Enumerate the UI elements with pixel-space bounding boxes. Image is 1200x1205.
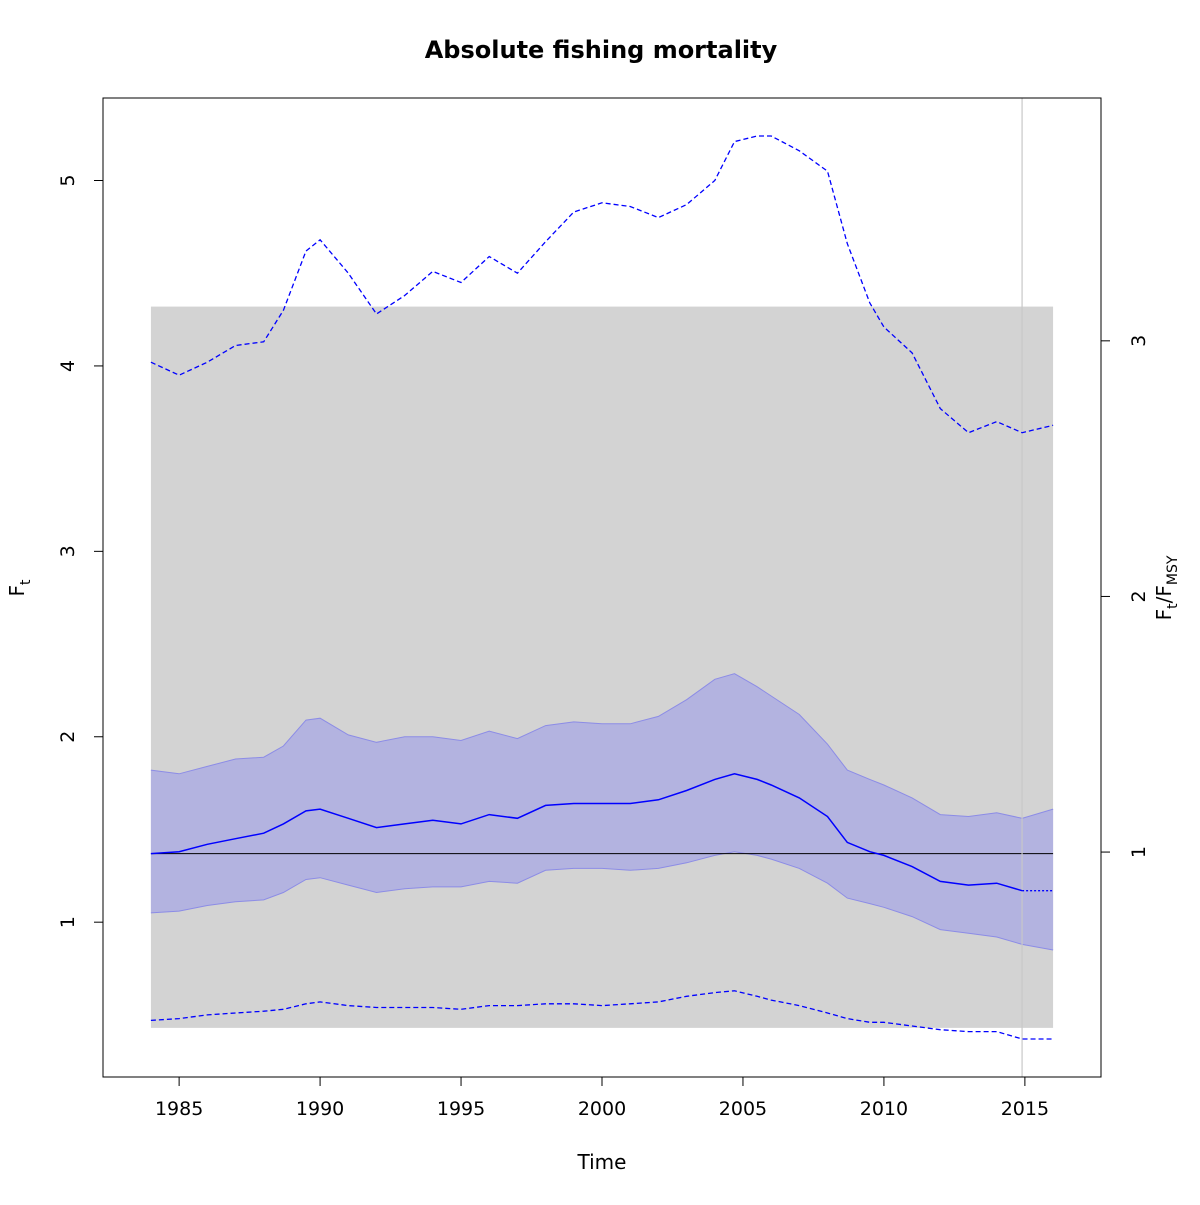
y-tick-label: 4: [57, 360, 79, 372]
y-axis-label-sub: t: [18, 579, 34, 585]
y2-axis-label: Ft/FMSY: [1152, 555, 1181, 620]
y-tick-label: 3: [57, 545, 79, 557]
y2-tick-label: 3: [1128, 335, 1150, 347]
ci-layer: [150, 673, 1054, 951]
estimate-line: [150, 773, 1023, 892]
ci-upper-edge: [150, 673, 1054, 819]
y2-tick-label: 1: [1128, 846, 1150, 858]
chart-title: Absolute fishing mortality: [425, 36, 778, 64]
lines-layer: [150, 98, 1054, 1077]
outer-lower-line: [150, 990, 1054, 1040]
x-tick-label: 2015: [1001, 1098, 1049, 1120]
x-tick-label: 2000: [578, 1098, 626, 1120]
y2-axis-label-base2: F: [1152, 585, 1176, 597]
y-tick-label: 1: [57, 916, 79, 928]
y2-axis-label-base1: F: [1152, 609, 1176, 621]
axes-layer: 1985 1990 1995 2000 2005 2010 2015 1 2 3 4 5 1 2 3: [57, 97, 1150, 1120]
y-axis-label: Ft: [5, 579, 34, 597]
y2-axis-label-sub1: t: [1165, 603, 1181, 609]
y-axis-label-base: F: [5, 585, 29, 597]
x-tick-label: 1985: [155, 1098, 203, 1120]
x-tick-label: 2005: [719, 1098, 767, 1120]
x-tick-label: 2010: [860, 1098, 908, 1120]
x-tick-label: 1995: [437, 1098, 485, 1120]
y2-axis-label-sub2: MSY: [1165, 555, 1181, 585]
x-tick-label: 1990: [296, 1098, 344, 1120]
y-tick-label: 5: [57, 174, 79, 186]
y2-axis-label-sep: /: [1152, 596, 1176, 603]
ci-lower-edge: [150, 851, 1054, 951]
x-axis-label: Time: [577, 1150, 627, 1174]
y2-tick-label: 2: [1128, 590, 1150, 602]
outer-upper-line: [150, 135, 1054, 434]
y-tick-label: 2: [57, 731, 79, 743]
